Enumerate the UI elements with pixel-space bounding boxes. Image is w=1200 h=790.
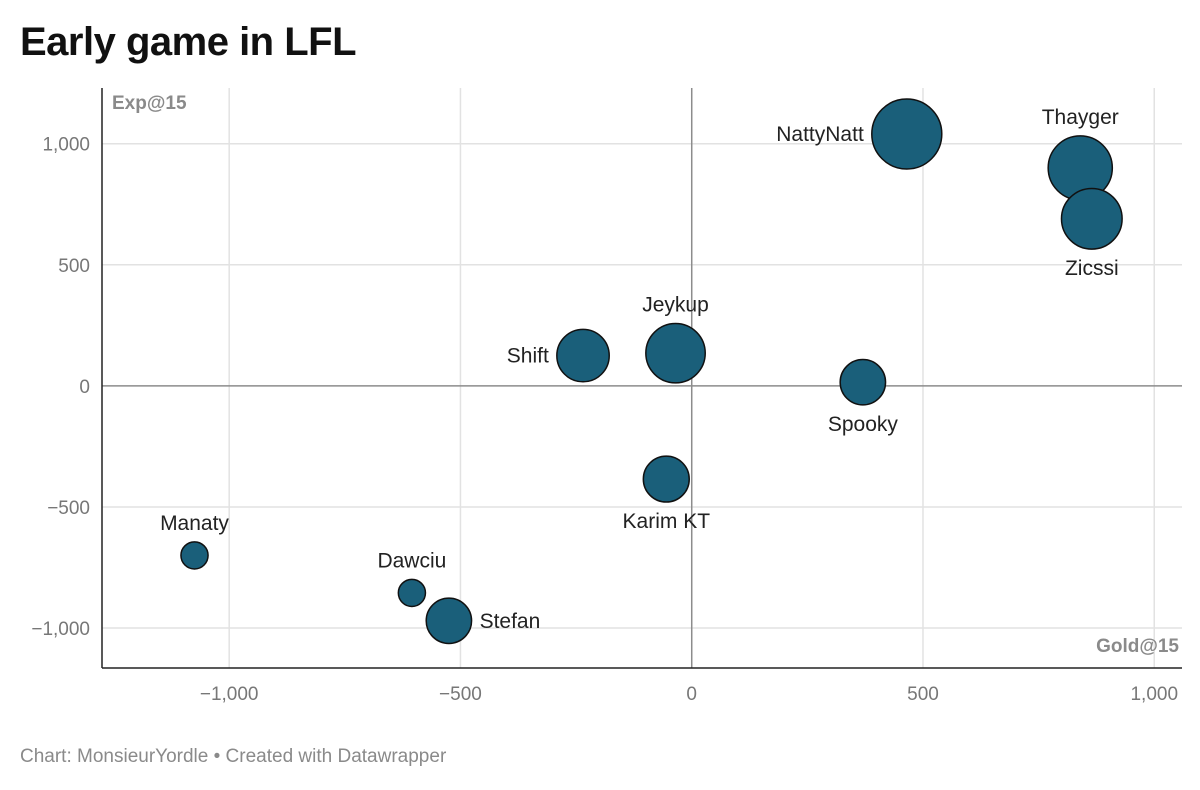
x-tick-label: −500 [439, 684, 482, 705]
bubble-label: Shift [507, 345, 549, 368]
bubble-label: Manaty [160, 512, 229, 535]
x-tick-label: 500 [907, 684, 939, 705]
bubble-karim-kt[interactable] [642, 455, 690, 503]
bubble-label: NattyNatt [776, 123, 864, 146]
bubble-dawciu[interactable] [397, 578, 427, 608]
chart-footer: Chart: MonsieurYordle • Created with Dat… [20, 746, 447, 767]
x-axis-label: Gold@15 [1096, 636, 1179, 657]
bubble-label: Thayger [1042, 106, 1119, 129]
bubble-nattynatt[interactable] [871, 98, 943, 170]
y-tick-label: 500 [58, 256, 90, 277]
y-tick-label: 0 [79, 377, 90, 398]
bubble-label: Jeykup [642, 293, 709, 316]
y-tick-label: −500 [47, 498, 90, 519]
label-layer: NattyNatt Thayger Zicssi Jeykup Shift Spooky K… [160, 106, 1119, 633]
axes-layer: −1,000 −500 0 500 1,000 1,000 500 0 −500 −1,000 [31, 88, 1182, 705]
x-tick-label: 0 [686, 684, 697, 705]
bubble-jeykup[interactable] [645, 322, 706, 384]
bubble-zicssi[interactable] [1060, 187, 1123, 250]
bubble-shift[interactable] [556, 328, 610, 383]
x-tick-label: 1,000 [1130, 684, 1178, 705]
bubble-spooky[interactable] [839, 358, 887, 406]
chart-title: Early game in LFL [20, 20, 357, 64]
bubble-layer [180, 98, 1123, 645]
bubble-label: Zicssi [1065, 257, 1119, 280]
y-tick-label: −1,000 [31, 619, 90, 640]
bubble-label: Stefan [480, 610, 541, 633]
bubble-label: Spooky [828, 413, 899, 436]
y-axis-label: Exp@15 [112, 93, 187, 114]
bubble-label: Karim KT [623, 510, 711, 533]
y-tick-label: 1,000 [42, 135, 90, 156]
bubble-stefan[interactable] [425, 597, 473, 645]
bubble-label: Dawciu [377, 549, 446, 572]
x-tick-label: −1,000 [200, 684, 259, 705]
grid-layer [102, 88, 1182, 668]
bubble-manaty[interactable] [180, 541, 209, 570]
